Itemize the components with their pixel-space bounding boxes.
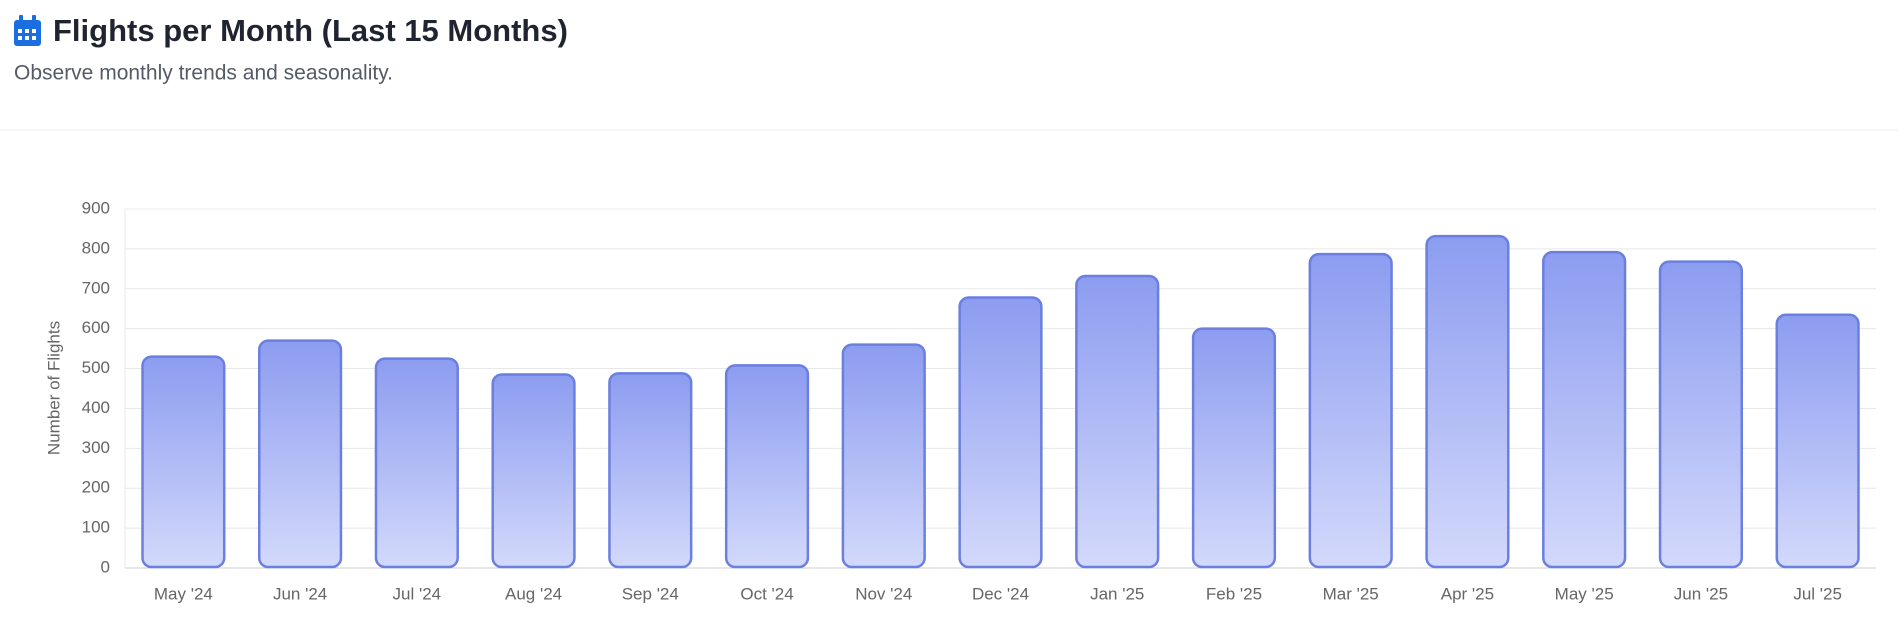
x-tick-label: Aug '24 (505, 584, 562, 603)
x-tick-label: Feb '25 (1206, 584, 1262, 603)
x-tick-label: Dec '24 (972, 584, 1029, 603)
y-tick-label: 700 (82, 278, 110, 297)
bar (1075, 274, 1160, 569)
y-tick-label: 300 (82, 438, 110, 457)
y-tick-label: 200 (82, 478, 110, 497)
x-tick-label: May '24 (154, 584, 213, 603)
y-tick-label: 900 (82, 198, 110, 217)
bar (1191, 327, 1277, 569)
y-tick-label: 0 (101, 557, 110, 576)
bar (1775, 313, 1860, 569)
x-tick-label: Jun '24 (273, 584, 327, 603)
x-tick-label: Oct '24 (740, 584, 793, 603)
bar (958, 296, 1043, 569)
y-tick-label: 500 (82, 358, 110, 377)
x-tick-label: Jul '25 (1793, 584, 1842, 603)
y-axis-label: Number of Flights (44, 321, 63, 455)
x-tick-label: Jul '24 (393, 584, 442, 603)
bar (1542, 250, 1627, 569)
bar (1425, 234, 1510, 569)
bar (1308, 252, 1393, 569)
x-tick-label: Apr '25 (1441, 584, 1494, 603)
bar (841, 343, 926, 569)
chart-subtitle: Observe monthly trends and seasonality. (14, 62, 393, 85)
y-tick-label: 100 (82, 518, 110, 537)
x-tick-label: Jan '25 (1090, 584, 1144, 603)
bar (491, 373, 576, 569)
x-tick-label: Mar '25 (1323, 584, 1379, 603)
y-tick-label: 800 (82, 238, 110, 257)
bar (257, 339, 343, 569)
chart-title: Flights per Month (Last 15 Months) (53, 13, 568, 48)
bar (374, 357, 459, 569)
x-tick-label: Jun '25 (1674, 584, 1728, 603)
bar (724, 364, 810, 569)
y-tick-label: 600 (82, 318, 110, 337)
x-tick-label: May '25 (1555, 584, 1614, 603)
x-tick-label: Nov '24 (855, 584, 912, 603)
y-tick-label: 400 (82, 398, 110, 417)
bar (608, 372, 693, 569)
x-tick-label: Sep '24 (622, 584, 679, 603)
bar (141, 355, 226, 569)
calendar-icon (14, 15, 41, 46)
bar (1658, 260, 1744, 569)
